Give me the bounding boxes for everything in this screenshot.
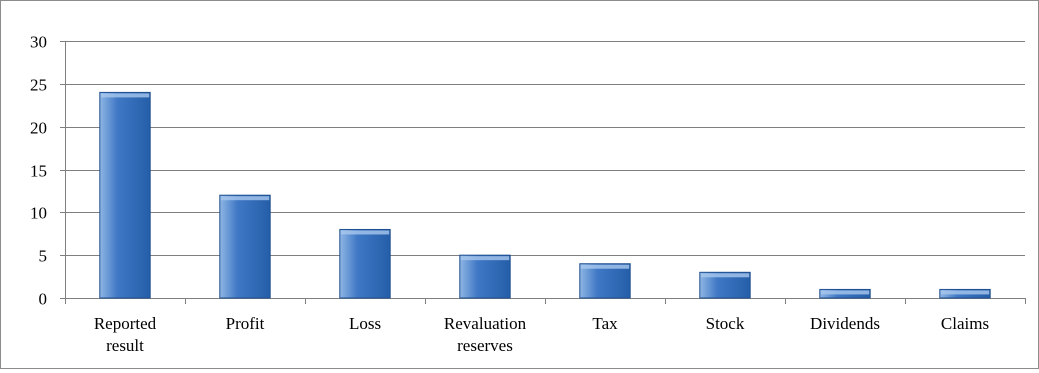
bar-highlight bbox=[340, 230, 390, 235]
bar-revaluation-reserves bbox=[459, 254, 511, 299]
y-tick-label: 10 bbox=[30, 204, 47, 223]
x-category-label: Dividends bbox=[810, 314, 880, 333]
x-category-label: Stock bbox=[706, 314, 745, 333]
bar-tax bbox=[579, 263, 631, 299]
x-category-label: Profit bbox=[226, 314, 265, 333]
bar-reported-result bbox=[99, 91, 151, 299]
y-tick-label: 15 bbox=[30, 162, 47, 181]
bar-highlight bbox=[700, 273, 750, 278]
bars bbox=[99, 91, 991, 299]
x-axis-category-labels: Reported result Profit Loss Revaluation reser… bbox=[94, 314, 989, 355]
y-axis-tick-labels: 0 5 10 15 20 25 30 bbox=[30, 33, 47, 309]
x-category-label: Tax bbox=[592, 314, 618, 333]
bar-loss bbox=[339, 228, 391, 299]
x-category-label: Revaluation reserves bbox=[444, 314, 527, 355]
gridlines bbox=[65, 41, 1025, 256]
bar-highlight bbox=[580, 264, 630, 269]
axes bbox=[60, 41, 1026, 304]
y-tick-label: 5 bbox=[39, 247, 48, 266]
bar-highlight bbox=[460, 256, 510, 261]
y-tick-label: 25 bbox=[30, 76, 47, 95]
x-category-label: Reported result bbox=[94, 314, 157, 355]
x-category-label: Loss bbox=[349, 314, 381, 333]
bar-highlight bbox=[100, 93, 150, 98]
y-tick-label: 30 bbox=[30, 33, 47, 52]
y-tick-label: 0 bbox=[39, 290, 48, 309]
bar-highlight bbox=[820, 290, 870, 295]
bar-highlight bbox=[940, 290, 990, 295]
y-tick-label: 20 bbox=[30, 119, 47, 138]
bar-profit bbox=[219, 194, 271, 299]
bar-highlight bbox=[220, 196, 270, 201]
x-category-label: Claims bbox=[941, 314, 989, 333]
